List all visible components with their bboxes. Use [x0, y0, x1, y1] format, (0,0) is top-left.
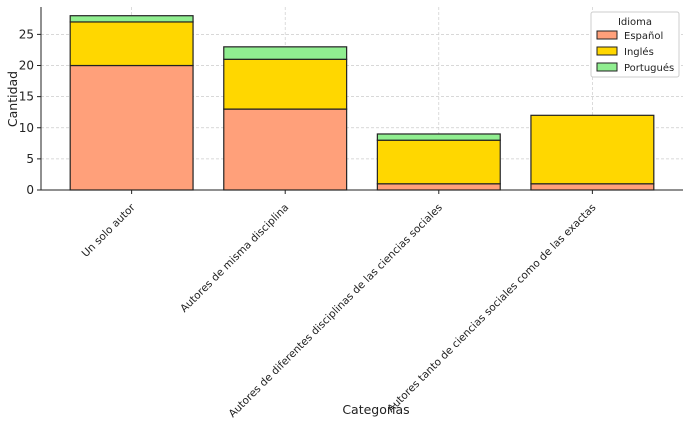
bar-segment-inglés [530, 114, 655, 185]
bar-segment-portugués [223, 46, 348, 60]
x-tick-label: Un solo autor [80, 201, 139, 260]
legend-label: Español [624, 31, 663, 42]
x-tick-label: Autores de misma disciplina [178, 202, 291, 315]
y-axis-label: Cantidad [5, 71, 20, 127]
bar-segment-portugués [69, 15, 194, 23]
y-tick-label: 10 [19, 121, 34, 135]
y-tick-label: 5 [26, 152, 34, 166]
y-tick-label: 15 [19, 90, 34, 104]
bar-segment-inglés [223, 58, 348, 110]
y-tick-label: 20 [19, 59, 34, 73]
legend-title: Idioma [618, 17, 652, 28]
legend-label: Portugués [624, 62, 674, 74]
bar-segment-español [530, 183, 655, 191]
bars [69, 15, 655, 191]
legend-swatch [596, 46, 618, 56]
x-axis-label: Categorías [342, 402, 409, 417]
legend-swatch [596, 30, 618, 40]
legend: Idioma Español Inglés Portugués [590, 11, 680, 78]
bar-segment-español [69, 64, 194, 191]
legend-label: Inglés [624, 46, 654, 58]
bar-segment-inglés [376, 139, 501, 185]
bar-segment-portugués [376, 133, 501, 141]
bar-segment-inglés [69, 21, 194, 67]
bar-segment-español [376, 183, 501, 191]
bar-segment-español [223, 108, 348, 191]
legend-swatch [596, 62, 618, 72]
legend-frame [590, 11, 680, 78]
y-tick-label: 0 [26, 183, 34, 197]
y-tick-label: 25 [19, 27, 34, 41]
